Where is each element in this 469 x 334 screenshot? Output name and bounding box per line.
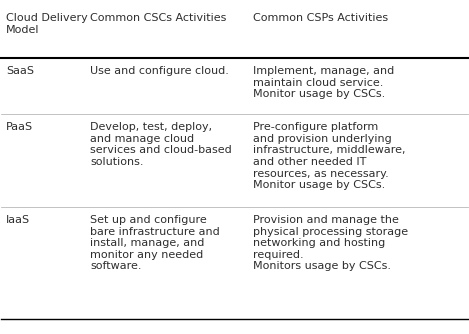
Text: Use and configure cloud.: Use and configure cloud. [90,66,229,76]
Text: Provision and manage the
physical processing storage
networking and hosting
requ: Provision and manage the physical proces… [253,215,408,272]
Text: IaaS: IaaS [6,215,30,225]
Text: Cloud Delivery
Model: Cloud Delivery Model [6,13,88,35]
Text: Pre-configure platform
and provision underlying
infrastructure, middleware,
and : Pre-configure platform and provision und… [253,122,406,190]
Text: SaaS: SaaS [6,66,34,76]
Text: Implement, manage, and
maintain cloud service.
Monitor usage by CSCs.: Implement, manage, and maintain cloud se… [253,66,394,99]
Text: Set up and configure
bare infrastructure and
install, manage, and
monitor any ne: Set up and configure bare infrastructure… [90,215,219,272]
Text: Develop, test, deploy,
and manage cloud
services and cloud-based
solutions.: Develop, test, deploy, and manage cloud … [90,122,232,167]
Text: Common CSPs Activities: Common CSPs Activities [253,13,388,23]
Text: PaaS: PaaS [6,122,33,132]
Text: Common CSCs Activities: Common CSCs Activities [90,13,227,23]
